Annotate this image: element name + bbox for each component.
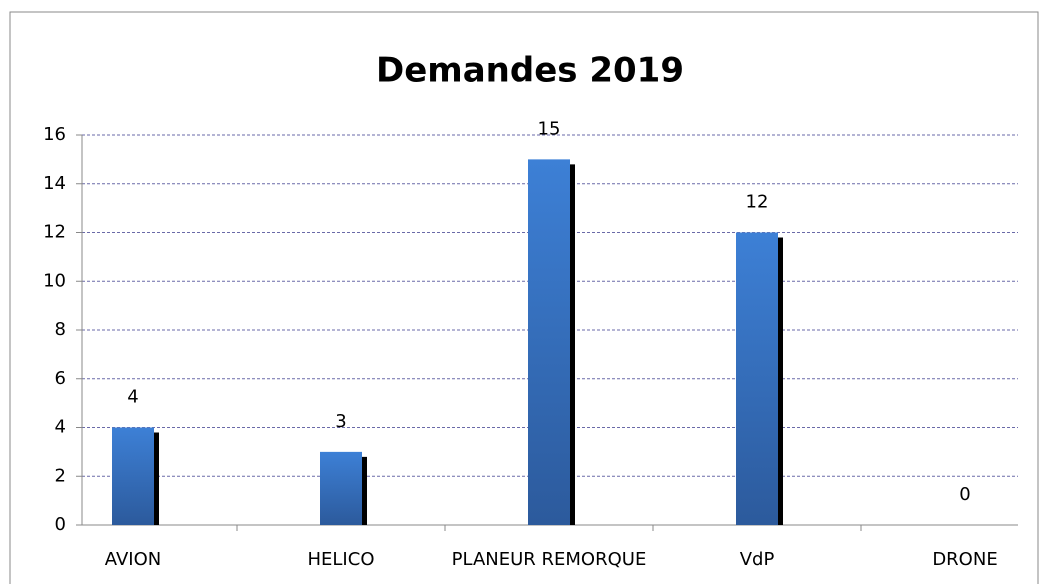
y-tick-label: 12	[43, 222, 66, 243]
x-tick-label: HELICO	[308, 549, 375, 570]
x-tick-label: AVION	[105, 549, 161, 570]
bar	[528, 159, 570, 525]
data-label: 3	[335, 411, 346, 432]
chart-title: Demandes 2019	[376, 51, 684, 91]
x-tick-label: PLANEUR REMORQUE	[452, 549, 647, 570]
bar	[112, 427, 154, 525]
x-tick-label: DRONE	[932, 549, 997, 570]
y-tick-label: 2	[55, 465, 66, 486]
data-label: 12	[746, 192, 769, 213]
y-tick-label: 16	[43, 124, 66, 145]
data-label: 15	[538, 118, 561, 139]
y-tick-label: 10	[43, 270, 66, 291]
data-label: 0	[959, 484, 970, 505]
y-tick-label: 6	[55, 368, 66, 389]
x-tick-label: VdP	[740, 549, 775, 570]
bar	[320, 451, 362, 525]
y-tick-label: 0	[55, 514, 66, 535]
y-tick-label: 8	[55, 319, 66, 340]
bar	[736, 232, 778, 525]
chart-frame	[9, 11, 1039, 584]
y-tick-label: 14	[43, 173, 66, 194]
y-tick-label: 4	[55, 417, 66, 438]
data-label: 4	[127, 387, 138, 408]
